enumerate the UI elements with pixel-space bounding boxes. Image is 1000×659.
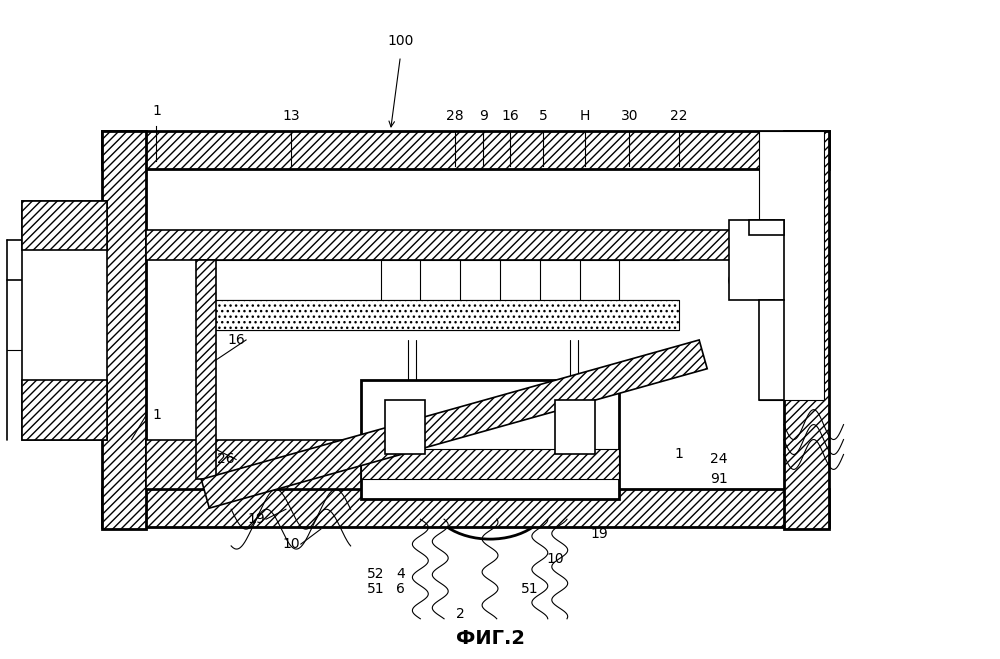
Bar — [102, 131, 146, 529]
Text: 10: 10 — [546, 552, 564, 566]
Bar — [759, 300, 784, 400]
Bar — [729, 221, 784, 300]
Text: 10: 10 — [282, 537, 300, 551]
Text: 91: 91 — [710, 473, 728, 486]
Bar — [22, 380, 107, 440]
Text: 30: 30 — [621, 109, 638, 123]
Text: 16: 16 — [501, 109, 519, 123]
Bar — [555, 400, 595, 455]
Text: 52: 52 — [367, 567, 384, 581]
Text: 1: 1 — [152, 408, 161, 422]
Text: 1: 1 — [152, 104, 161, 118]
Bar — [196, 260, 216, 479]
Bar — [146, 440, 405, 490]
Bar — [759, 131, 824, 400]
Text: 16: 16 — [227, 333, 245, 347]
Text: 51: 51 — [367, 582, 384, 596]
Bar — [22, 200, 107, 440]
Text: 13: 13 — [282, 109, 300, 123]
Text: 100: 100 — [387, 34, 414, 48]
Bar — [749, 221, 784, 235]
Bar — [784, 131, 829, 529]
Bar — [361, 449, 619, 479]
Bar — [22, 200, 107, 250]
Text: ФИГ.2: ФИГ.2 — [456, 629, 525, 648]
Bar — [385, 400, 425, 455]
Text: 5: 5 — [538, 109, 547, 123]
Bar — [102, 490, 829, 527]
Text: 2: 2 — [456, 607, 465, 621]
Text: 4: 4 — [396, 567, 405, 581]
Text: 6: 6 — [396, 582, 405, 596]
Text: 60: 60 — [481, 413, 499, 426]
Text: 92: 92 — [252, 473, 270, 486]
Bar — [146, 169, 784, 490]
Text: 26: 26 — [217, 453, 235, 467]
Text: 9: 9 — [479, 109, 488, 123]
Text: 1: 1 — [675, 447, 684, 461]
Text: 24: 24 — [710, 453, 728, 467]
Text: 19: 19 — [591, 527, 608, 541]
Bar — [146, 231, 754, 260]
Text: 22: 22 — [670, 109, 688, 123]
Bar — [201, 300, 679, 330]
Bar — [102, 131, 829, 169]
Bar — [361, 380, 619, 500]
Polygon shape — [201, 340, 707, 508]
Text: 28: 28 — [446, 109, 464, 123]
Text: H: H — [579, 109, 590, 123]
Text: 19: 19 — [247, 512, 265, 526]
Text: 51: 51 — [521, 582, 539, 596]
